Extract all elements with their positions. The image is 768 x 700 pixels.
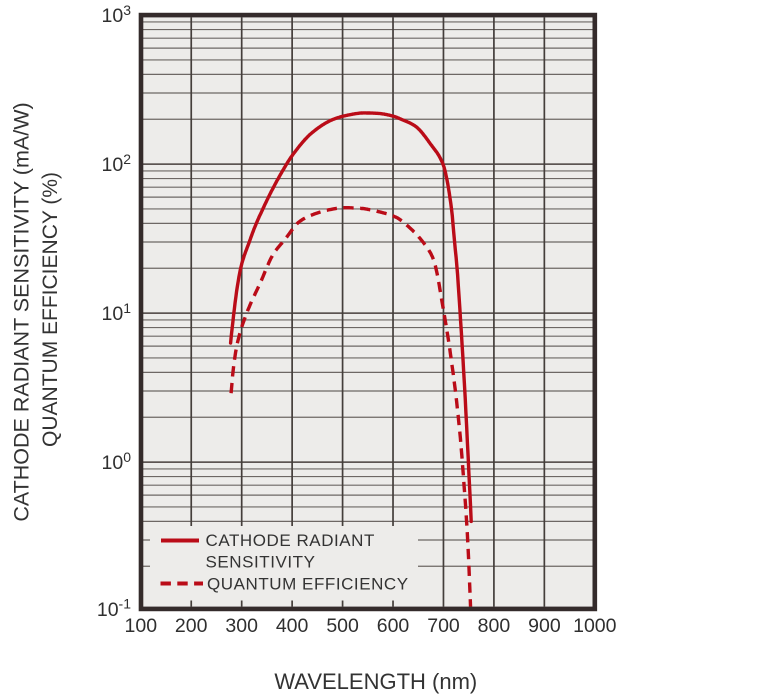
svg-text:WAVELENGTH (nm): WAVELENGTH (nm)	[274, 669, 477, 694]
svg-text:400: 400	[276, 615, 309, 637]
svg-text:300: 300	[225, 615, 258, 637]
svg-text:600: 600	[377, 615, 410, 637]
svg-text:CATHODE RADIANT SENSITIVITY (m: CATHODE RADIANT SENSITIVITY (mA/W)	[9, 102, 33, 521]
svg-text:700: 700	[427, 615, 460, 637]
svg-text:CATHODE RADIANT: CATHODE RADIANT	[206, 531, 375, 550]
svg-text:900: 900	[528, 615, 561, 637]
svg-text:200: 200	[175, 615, 208, 637]
svg-text:QUANTUM EFFICIENCY: QUANTUM EFFICIENCY	[207, 575, 409, 594]
svg-text:QUANTUM EFFICIENCY (%): QUANTUM EFFICIENCY (%)	[39, 172, 62, 447]
svg-text:100: 100	[125, 615, 158, 637]
svg-text:800: 800	[478, 615, 511, 637]
svg-text:1000: 1000	[573, 615, 617, 637]
svg-text:SENSITIVITY: SENSITIVITY	[206, 553, 316, 572]
svg-text:500: 500	[326, 615, 359, 637]
